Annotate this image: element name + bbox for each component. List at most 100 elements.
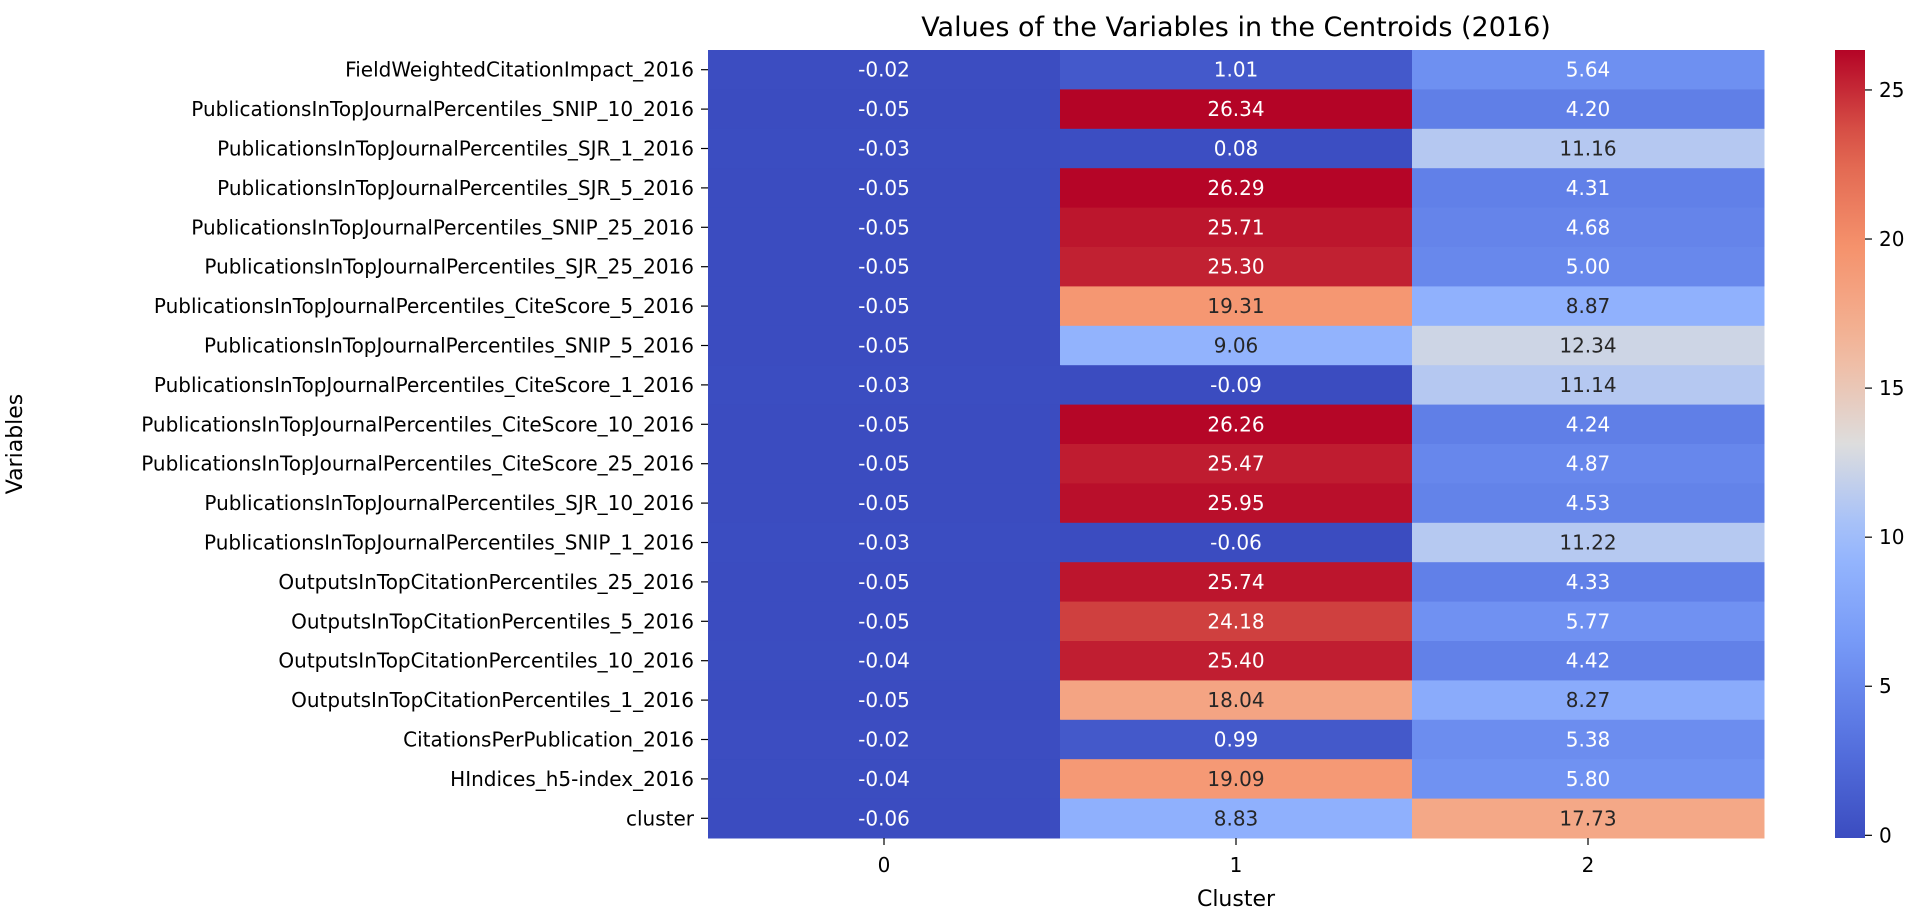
cell-value-label: 12.34 <box>1559 334 1616 358</box>
cell-value-label: 11.14 <box>1559 373 1616 397</box>
heatmap-cell <box>1060 641 1413 681</box>
heatmap-cell <box>708 404 1061 445</box>
heatmap-cell <box>1412 89 1765 130</box>
colorbar-tick-label: 15 <box>1879 376 1904 400</box>
cell-value-label: -0.05 <box>858 609 910 633</box>
heatmap-cell <box>1060 286 1413 327</box>
heatmap-cell <box>1412 325 1765 366</box>
heatmap-cell <box>1412 286 1765 327</box>
cell-value-label: 4.42 <box>1566 649 1611 673</box>
heatmap-cell <box>1060 325 1413 366</box>
heatmap-cell <box>1060 50 1413 90</box>
cell-value-label: -0.05 <box>858 412 910 436</box>
cell-value-label: 0.08 <box>1214 137 1259 161</box>
cell-value-label: 26.34 <box>1207 97 1264 121</box>
y-tick-label: HIndices_h5-index_2016 <box>450 767 694 791</box>
heatmap-cell <box>708 89 1061 130</box>
cell-value-label: -0.03 <box>858 137 910 161</box>
heatmap-cell <box>708 168 1061 209</box>
colorbar: 0 5 10 15 20 25 <box>1835 50 1904 847</box>
heatmap-cell <box>1412 365 1765 406</box>
y-tick-label: PublicationsInTopJournalPercentiles_SJR_… <box>217 137 694 161</box>
y-tick-label: CitationsPerPublication_2016 <box>403 728 694 752</box>
x-tick-label: 2 <box>1582 853 1595 877</box>
cell-value-label: -0.05 <box>858 97 910 121</box>
x-tick-label: 0 <box>878 853 891 877</box>
y-tick-label: PublicationsInTopJournalPercentiles_Cite… <box>154 294 694 318</box>
heatmap-cell <box>1060 759 1413 800</box>
heatmap-cells: -0.02 1.01 5.64 -0.05 26.34 4.20 -0.03 0.08 11.1… <box>708 50 1765 839</box>
cell-value-label: 8.83 <box>1214 806 1259 830</box>
heatmap-cell <box>1412 483 1765 524</box>
cell-value-label: -0.02 <box>858 58 910 82</box>
y-tick-label: PublicationsInTopJournalPercentiles_SNIP… <box>191 215 694 239</box>
cell-value-label: 4.20 <box>1566 97 1611 121</box>
cell-value-label: 4.53 <box>1566 491 1611 515</box>
cell-value-label: -0.05 <box>858 688 910 712</box>
heatmap-cell <box>1060 207 1413 248</box>
cell-value-label: 11.22 <box>1559 531 1616 555</box>
heatmap-cell <box>708 50 1061 90</box>
cell-value-label: -0.05 <box>858 334 910 358</box>
y-tick-label: PublicationsInTopJournalPercentiles_SJR_… <box>204 255 694 279</box>
cell-value-label: 25.71 <box>1207 215 1264 239</box>
heatmap-cell <box>708 128 1061 169</box>
heatmap-cell <box>708 247 1061 287</box>
cell-value-label: -0.05 <box>858 215 910 239</box>
cell-value-label: -0.05 <box>858 294 910 318</box>
y-tick-label: FieldWeightedCitationImpact_2016 <box>345 58 694 82</box>
cell-value-label: 8.87 <box>1566 294 1611 318</box>
cell-value-label: 4.68 <box>1566 215 1611 239</box>
y-axis-label: Variables <box>3 394 28 495</box>
heatmap-cell <box>1060 404 1413 445</box>
cell-value-label: 25.30 <box>1207 255 1264 279</box>
heatmap-cell <box>708 365 1061 406</box>
cell-value-label: 24.18 <box>1207 609 1264 633</box>
y-tick-label: PublicationsInTopJournalPercentiles_SNIP… <box>204 531 694 555</box>
heatmap-cell <box>1412 128 1765 169</box>
colorbar-tick-label: 5 <box>1879 674 1892 698</box>
heatmap-cell <box>708 798 1061 839</box>
colorbar-tick-label: 0 <box>1879 823 1892 847</box>
cell-value-label: -0.05 <box>858 452 910 476</box>
heatmap-cell <box>1412 601 1765 642</box>
heatmap-cell <box>708 562 1061 603</box>
y-tick-label: PublicationsInTopJournalPercentiles_SNIP… <box>204 334 694 358</box>
y-tick-label: cluster <box>626 806 695 830</box>
heatmap-cell <box>708 522 1061 563</box>
heatmap-cell <box>1412 444 1765 484</box>
cell-value-label: 25.95 <box>1207 491 1264 515</box>
cell-value-label: 17.73 <box>1559 806 1616 830</box>
cell-value-label: -0.09 <box>1210 373 1262 397</box>
cell-value-label: -0.06 <box>1210 531 1262 555</box>
heatmap-cell <box>708 286 1061 327</box>
cell-value-label: 5.80 <box>1566 767 1611 791</box>
cell-value-label: 5.77 <box>1566 609 1611 633</box>
heatmap-cell <box>708 601 1061 642</box>
heatmap-cell <box>1060 128 1413 169</box>
heatmap-cell <box>1412 207 1765 248</box>
heatmap-cell <box>708 207 1061 248</box>
heatmap-cell <box>1412 50 1765 90</box>
cell-value-label: 0.99 <box>1214 728 1259 752</box>
y-tick-label: OutputsInTopCitationPercentiles_25_2016 <box>278 570 694 594</box>
cell-value-label: 25.74 <box>1207 570 1264 594</box>
y-tick-label: PublicationsInTopJournalPercentiles_Cite… <box>141 452 694 476</box>
cell-value-label: 18.04 <box>1207 688 1264 712</box>
heatmap-cell <box>708 325 1061 366</box>
cell-value-label: 8.27 <box>1566 688 1611 712</box>
cell-value-label: 19.31 <box>1207 294 1264 318</box>
heatmap-cell <box>1412 680 1765 721</box>
cell-value-label: -0.04 <box>858 649 910 673</box>
cell-value-label: 5.64 <box>1566 58 1611 82</box>
cell-value-label: 4.31 <box>1566 176 1611 200</box>
cell-value-label: -0.06 <box>858 806 910 830</box>
cell-value-label: -0.02 <box>858 728 910 752</box>
heatmap-cell <box>1060 798 1413 839</box>
heatmap-cell <box>1060 680 1413 721</box>
cell-value-label: 25.47 <box>1207 452 1264 476</box>
heatmap-cell <box>1060 719 1413 760</box>
cell-value-label: -0.04 <box>858 767 910 791</box>
heatmap-cell <box>708 719 1061 760</box>
